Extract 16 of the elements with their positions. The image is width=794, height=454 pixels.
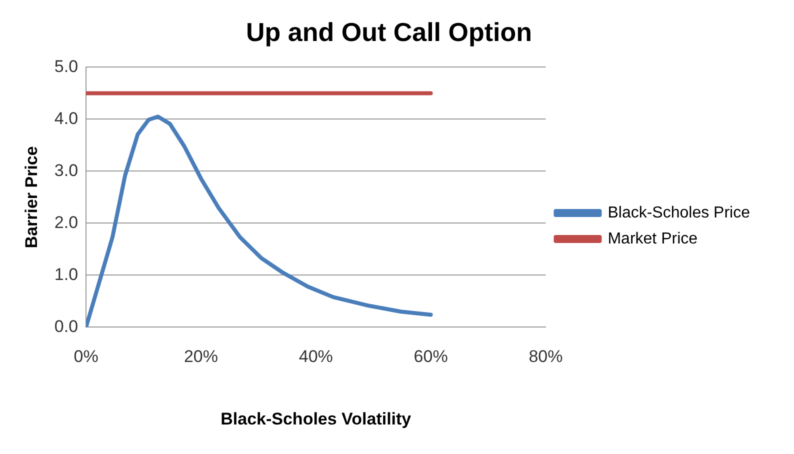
legend-label: Market Price: [608, 230, 698, 248]
x-tick-label: 80%: [528, 347, 563, 366]
y-axis-title: Barrier Price: [22, 146, 41, 248]
legend-label: Black-Scholes Price: [608, 204, 750, 222]
x-tick-label: 20%: [184, 347, 218, 366]
y-tick-label: 2.0: [54, 212, 78, 232]
y-tick-label: 4.0: [54, 108, 78, 128]
x-tick-label: 60%: [414, 347, 448, 366]
x-axis-title: Black-Scholes Volatility: [220, 409, 412, 428]
y-tick-label: 5.0: [54, 56, 78, 76]
chart-title: Up and Out Call Option: [246, 16, 532, 47]
y-tick-label: 0.0: [54, 316, 78, 336]
x-tick-label: 0%: [74, 347, 98, 366]
y-tick-label: 3.0: [54, 160, 78, 180]
y-tick-label: 1.0: [54, 264, 78, 284]
x-tick-label: 40%: [298, 347, 333, 366]
